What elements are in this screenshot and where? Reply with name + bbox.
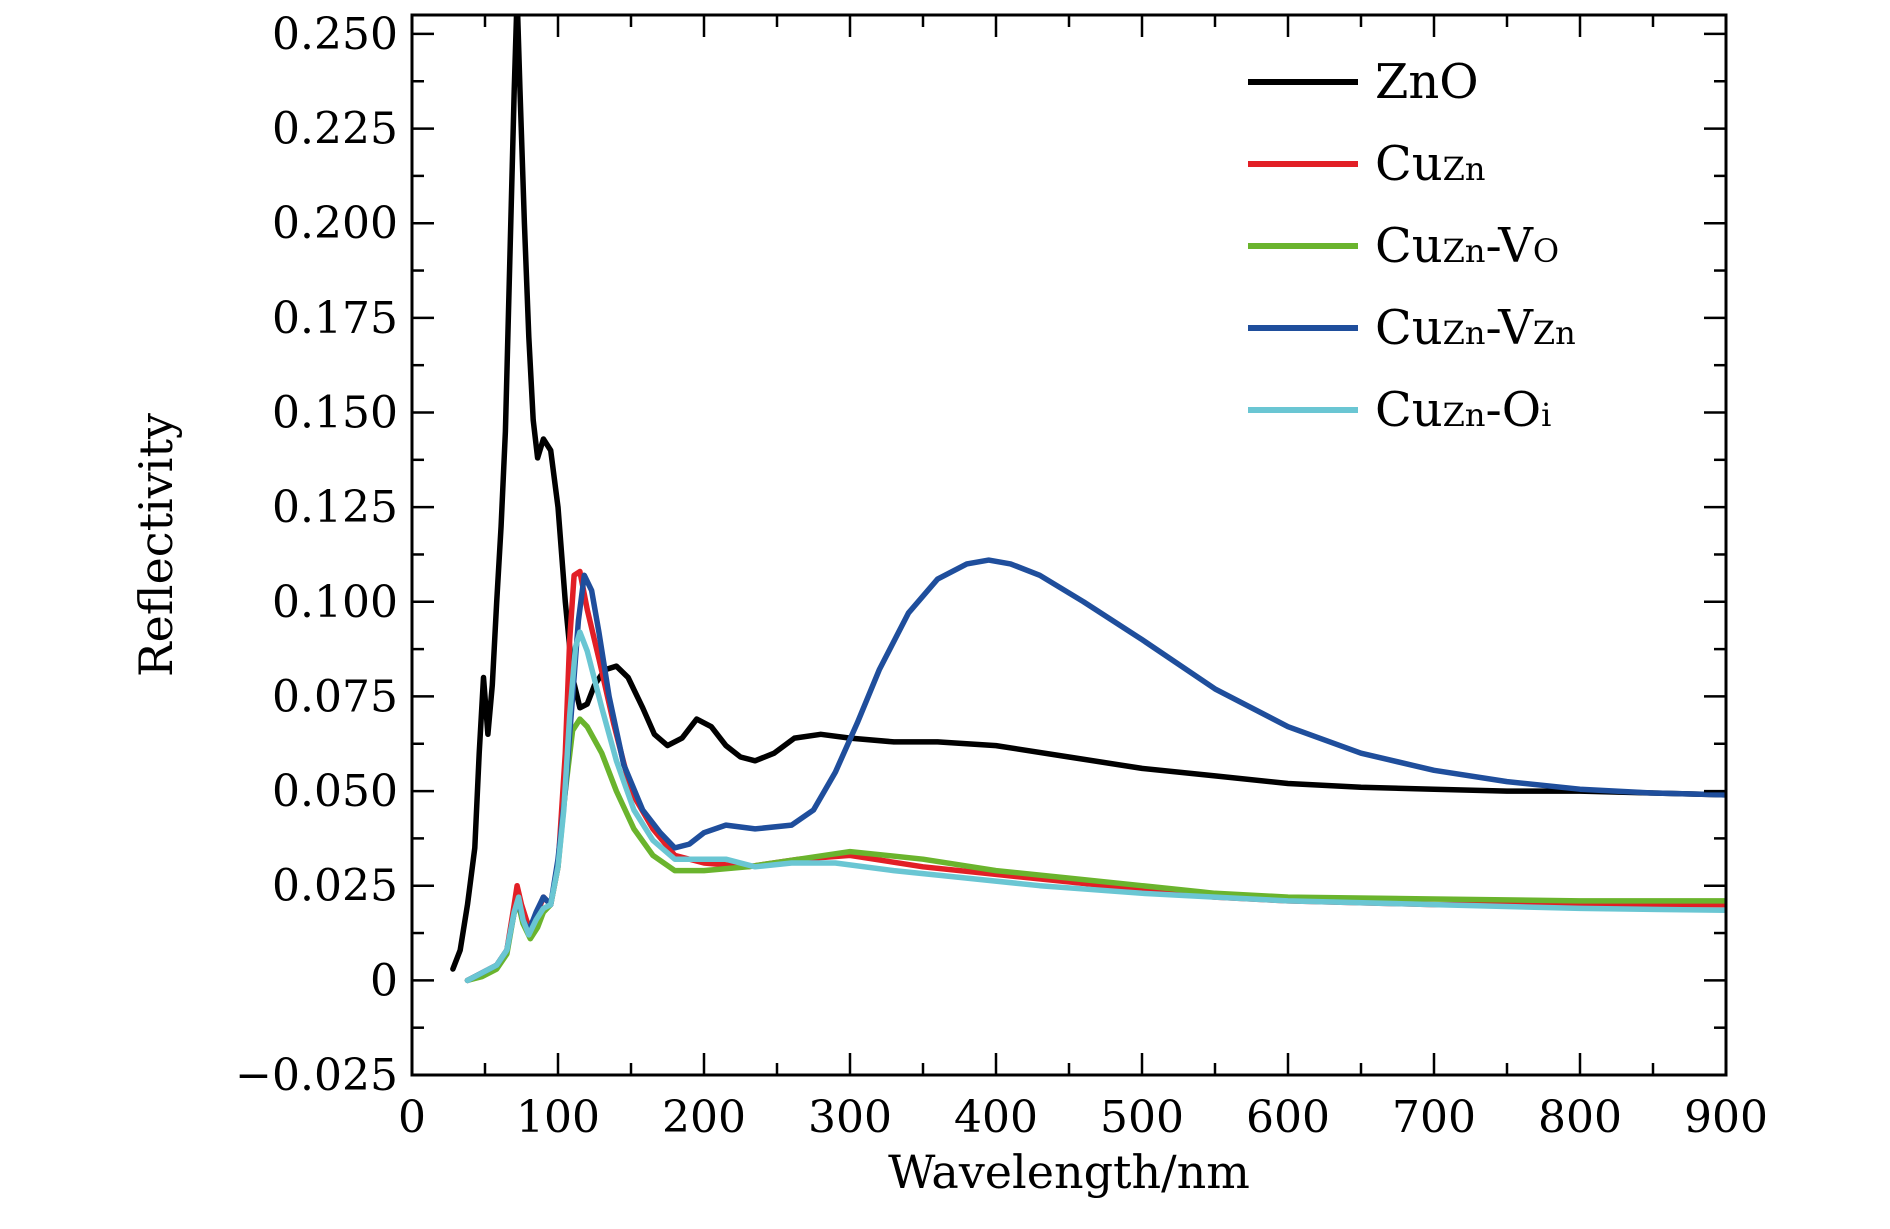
y-tick-label: 0.200: [272, 198, 398, 249]
x-tick-label: 900: [1684, 1092, 1768, 1143]
legend-text-part: O: [1533, 232, 1559, 270]
x-tick-label: 600: [1246, 1092, 1330, 1143]
legend-text-part: Cu: [1375, 382, 1443, 438]
y-tick-label: 0.225: [272, 104, 398, 155]
legend-label-2: CuZn-VO: [1375, 218, 1559, 274]
series-line-0: [450, 15, 1726, 972]
legend-text-part: i: [1541, 396, 1551, 434]
y-tick-label: 0.175: [272, 293, 398, 344]
series-line-4: [464, 629, 1726, 984]
x-tick-label: 100: [516, 1092, 600, 1143]
y-tick-label: 0.100: [272, 577, 398, 628]
x-tick-label: 500: [1100, 1092, 1184, 1143]
y-tick-label: 0.075: [272, 671, 398, 722]
x-tick-label: 200: [662, 1092, 746, 1143]
y-tick-label: −0.025: [235, 1050, 398, 1101]
x-axis-title: Wavelength/nm: [888, 1145, 1250, 1199]
axis-ticks: [410, 15, 1728, 1077]
y-tick-label: 0.150: [272, 388, 398, 439]
legend-text-part: -O: [1485, 382, 1541, 438]
series-line-2: [464, 716, 1726, 984]
legend-text-part: ZnO: [1375, 54, 1479, 110]
y-tick-label: 0.050: [272, 766, 398, 817]
legend-text-part: Zn: [1443, 396, 1486, 434]
y-tick-label: 0.250: [272, 9, 398, 60]
legend-text-part: Cu: [1375, 218, 1443, 274]
x-tick-label: 700: [1392, 1092, 1476, 1143]
y-tick-label: 0: [370, 955, 398, 1006]
y-tick-label: 0.125: [272, 482, 398, 533]
legend-label-1: CuZn: [1375, 136, 1485, 192]
legend-text-part: Zn: [1443, 232, 1486, 270]
plot-frame: [410, 13, 1728, 1077]
series-lines: [450, 15, 1726, 984]
legend-text-part: -V: [1485, 218, 1534, 274]
legend-text-part: Cu: [1375, 136, 1443, 192]
legend-text-part: -V: [1485, 300, 1534, 356]
tick-labels: 0 100 200 300 400 500 600 700 800 900−0.02500.025…: [235, 9, 1768, 1143]
legend-text-part: Zn: [1443, 150, 1486, 188]
legend-text-part: Zn: [1533, 314, 1576, 352]
x-tick-label: 400: [954, 1092, 1038, 1143]
legend-text-part: Zn: [1443, 314, 1486, 352]
series-line-3: [464, 557, 1726, 984]
legend-label-4: CuZn-Oi: [1375, 382, 1551, 438]
x-tick-label: 300: [808, 1092, 892, 1143]
legend-text-part: Cu: [1375, 300, 1443, 356]
y-tick-label: 0.025: [272, 861, 398, 912]
legend-label-3: CuZn-VZn: [1375, 300, 1576, 356]
x-tick-label: 0: [398, 1092, 426, 1143]
x-tick-label: 800: [1538, 1092, 1622, 1143]
y-axis-title: Reflectivity: [129, 413, 183, 677]
series-line-1: [464, 568, 1726, 984]
legend-label-0: ZnO: [1375, 54, 1479, 110]
